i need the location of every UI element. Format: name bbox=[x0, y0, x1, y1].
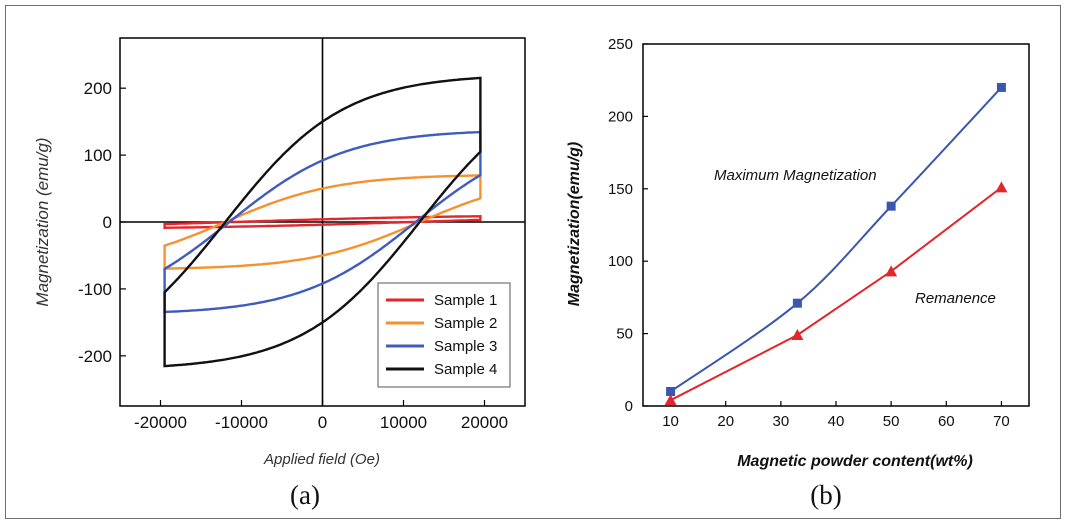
chart-b-xtick-label: 10 bbox=[662, 413, 679, 430]
chart-a-ytick-label: 100 bbox=[84, 146, 112, 165]
chart-a-legend-label: Sample 4 bbox=[434, 361, 497, 378]
chart-a-series-1-loop bbox=[163, 214, 482, 230]
chart-a-ytick-label: -200 bbox=[78, 347, 112, 366]
figure-frame bbox=[5, 5, 1061, 519]
chart-b-point-remanence bbox=[995, 181, 1008, 193]
chart-b-xtick-label: 70 bbox=[993, 413, 1010, 430]
chart-a-xtick-label: 10000 bbox=[380, 413, 427, 432]
chart-b-series-2-line bbox=[670, 186, 1003, 402]
chart-b-series-1-line bbox=[669, 86, 1003, 393]
chart-a-ytick-label: 200 bbox=[84, 79, 112, 98]
chart-b: 10 20 30 40 50 60 70 0 50 100 150 200 250 Maximum Ma… bbox=[566, 36, 1030, 510]
chart-a-legend: Sample 1 Sample 2 Sample 3 Sample 4 bbox=[377, 282, 511, 388]
chart-a-ytick-label: -100 bbox=[78, 280, 112, 299]
chart-a-xtick-label: -10000 bbox=[215, 413, 268, 432]
chart-a-curves bbox=[163, 76, 482, 368]
chart-b-xtick-label: 40 bbox=[828, 413, 845, 430]
chart-b-point-remanence bbox=[885, 265, 898, 277]
chart-b-point-max-magnetization bbox=[996, 82, 1006, 92]
chart-b-ylabel: Magnetization(emu/g) bbox=[566, 142, 583, 306]
chart-a-legend-label: Sample 2 bbox=[434, 315, 497, 332]
chart-a-xtick-label: -20000 bbox=[134, 413, 187, 432]
chart-b-xlabel: Magnetic powder content(wt%) bbox=[737, 453, 973, 470]
chart-b-ytick-label: 250 bbox=[608, 36, 633, 53]
chart-b-ytick-label: 150 bbox=[608, 181, 633, 198]
chart-b-point-remanence bbox=[791, 329, 804, 341]
chart-b-series-label-remanence: Remanence bbox=[915, 290, 996, 307]
chart-b-ytick-label: 50 bbox=[616, 326, 633, 343]
chart-a-zero-lines bbox=[120, 38, 525, 406]
chart-b-point-max-magnetization bbox=[886, 201, 896, 211]
chart-b-ytick-label: 100 bbox=[608, 253, 633, 270]
chart-b-ytick-label: 200 bbox=[608, 108, 633, 125]
chart-b-xtick-label: 30 bbox=[773, 413, 790, 430]
chart-a: -20000 -10000 0 10000 20000 -200 -100 0 100 200 S… bbox=[33, 37, 526, 510]
chart-b-plot-border bbox=[642, 43, 1030, 407]
chart-a-ylabel: Magnetization (emu/g) bbox=[33, 137, 52, 306]
chart-a-panel-label: (a) bbox=[290, 480, 320, 510]
chart-b-point-max-magnetization bbox=[666, 387, 676, 397]
chart-b-xtick-label: 20 bbox=[717, 413, 734, 430]
chart-a-ticks: -20000 -10000 0 10000 20000 -200 -100 0 100 200 bbox=[78, 79, 508, 432]
chart-a-legend-label: Sample 3 bbox=[434, 338, 497, 355]
chart-b-curves bbox=[664, 82, 1008, 406]
chart-a-xtick-label: 0 bbox=[318, 413, 327, 432]
chart-a-xtick-label: 20000 bbox=[461, 413, 508, 432]
chart-b-panel-label: (b) bbox=[810, 480, 841, 510]
chart-b-ticks: 10 20 30 40 50 60 70 0 50 100 150 200 250 bbox=[608, 36, 1010, 430]
chart-a-xlabel: Applied field (Oe) bbox=[263, 451, 380, 468]
chart-b-xtick-label: 60 bbox=[938, 413, 955, 430]
chart-b-series-label-max: Maximum Magnetization bbox=[714, 167, 877, 184]
chart-a-ytick-label: 0 bbox=[103, 213, 112, 232]
chart-b-ytick-label: 0 bbox=[625, 398, 633, 415]
chart-a-series-4-loop bbox=[163, 76, 482, 368]
chart-a-legend-label: Sample 1 bbox=[434, 292, 497, 309]
chart-b-point-remanence bbox=[664, 394, 677, 406]
chart-b-point-max-magnetization bbox=[792, 298, 802, 308]
chart-b-xtick-label: 50 bbox=[883, 413, 900, 430]
